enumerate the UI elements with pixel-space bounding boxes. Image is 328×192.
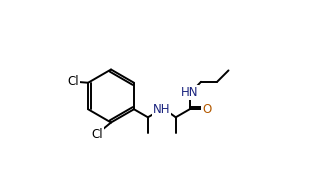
Text: Cl: Cl [68, 75, 79, 88]
Text: O: O [202, 103, 211, 116]
Text: NH: NH [153, 103, 171, 116]
Text: Cl: Cl [92, 128, 103, 141]
Text: HN: HN [181, 86, 198, 99]
